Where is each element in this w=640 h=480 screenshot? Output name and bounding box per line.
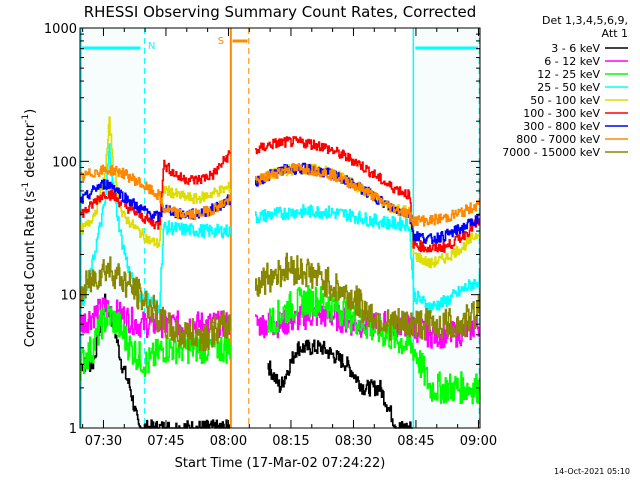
legend-label-8: 7000 - 15000 keV: [502, 146, 600, 159]
night-annotation-label: N: [148, 41, 155, 52]
y-tick-label-0: 1: [69, 422, 77, 437]
legend-label-5: 100 - 300 keV: [523, 107, 600, 120]
y-axis-label-sup1: -1: [21, 182, 31, 191]
series-line-7-seg-1: [255, 163, 481, 227]
legend-label-4: 50 - 100 keV: [530, 94, 600, 107]
y-axis-label-group: Corrected Count Rate (s-1 detector-1): [21, 109, 38, 347]
x-tick-label-3: 08:15: [272, 434, 309, 449]
series-line-5-seg-0: [80, 150, 231, 230]
x-tick-label-2: 08:00: [210, 434, 247, 449]
legend-header-line1: Det 1,3,4,5,6,9,: [542, 14, 628, 27]
x-axis-label: Start Time (17-Mar-02 07:24:22): [175, 456, 386, 471]
y-axis-label-end: ): [23, 109, 38, 114]
series-line-4-seg-0: [80, 116, 231, 249]
series-line-5-seg-1: [255, 136, 481, 253]
axes-group: 07:30 07:45 08:00 08:15 08:30 08:45 09:00 1 10 10…: [44, 22, 497, 449]
y-axis-label: Corrected Count Rate (s-1 detector-1): [21, 109, 38, 347]
series-line-3-seg-1: [255, 204, 481, 314]
legend-label-1: 6 - 12 keV: [544, 55, 600, 68]
timestamp: 14-Oct-2021 05:10: [554, 467, 630, 476]
x-tick-label-5: 08:45: [397, 434, 434, 449]
legend-label-2: 12 - 25 keV: [537, 68, 600, 81]
x-tick-label-4: 08:30: [335, 434, 372, 449]
x-tick-label-6: 09:00: [460, 434, 497, 449]
legend-label-7: 800 - 7000 keV: [516, 133, 600, 146]
series-line-8-seg-0: [80, 256, 231, 352]
legend-header-line2: Att 1: [602, 27, 628, 40]
y-axis-label-main: Corrected Count Rate (s: [23, 191, 38, 348]
plot-frame: [79, 27, 481, 429]
series-group: [80, 116, 481, 429]
legend-label-0: 3 - 6 keV: [551, 42, 600, 55]
series-line-2-seg-1: [267, 285, 481, 405]
y-axis-label-mid: detector: [23, 122, 38, 182]
y-tick-label-3: 1000: [44, 22, 77, 37]
chart-title: RHESSI Observing Summary Count Rates, Co…: [84, 3, 477, 21]
saa-annotation-label: S: [218, 36, 224, 47]
series-line-0-seg-1: [267, 339, 413, 429]
series-line-7-seg-0: [80, 164, 231, 221]
legend-label-6: 300 - 800 keV: [523, 120, 600, 133]
x-tick-label-1: 07:45: [147, 434, 184, 449]
series-line-8-seg-1: [255, 252, 481, 341]
x-tick-label-0: 07:30: [85, 434, 122, 449]
legend-label-3: 25 - 50 keV: [537, 81, 600, 94]
y-axis-label-sup2: -1: [21, 114, 31, 123]
y-tick-label-2: 100: [52, 155, 77, 170]
y-tick-label-1: 10: [60, 289, 77, 304]
